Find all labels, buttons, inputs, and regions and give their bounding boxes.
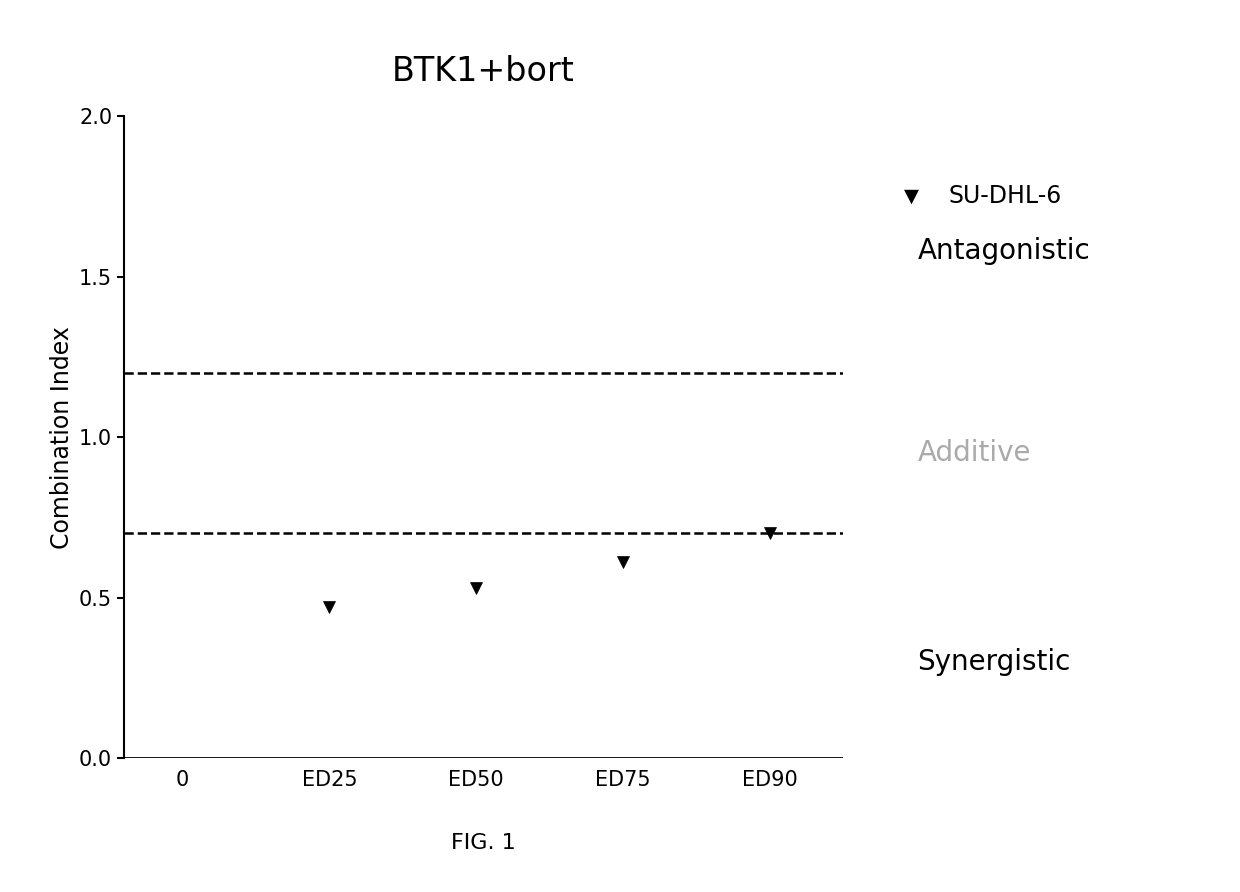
Text: Antagonistic: Antagonistic — [918, 237, 1090, 265]
Text: Additive: Additive — [918, 439, 1032, 467]
Text: Synergistic: Synergistic — [918, 648, 1071, 676]
Text: ▼: ▼ — [904, 186, 919, 206]
Text: SU-DHL-6: SU-DHL-6 — [949, 185, 1061, 208]
Text: FIG. 1: FIG. 1 — [451, 833, 516, 853]
Y-axis label: Combination Index: Combination Index — [50, 326, 73, 549]
Title: BTK1+bort: BTK1+bort — [392, 55, 575, 88]
